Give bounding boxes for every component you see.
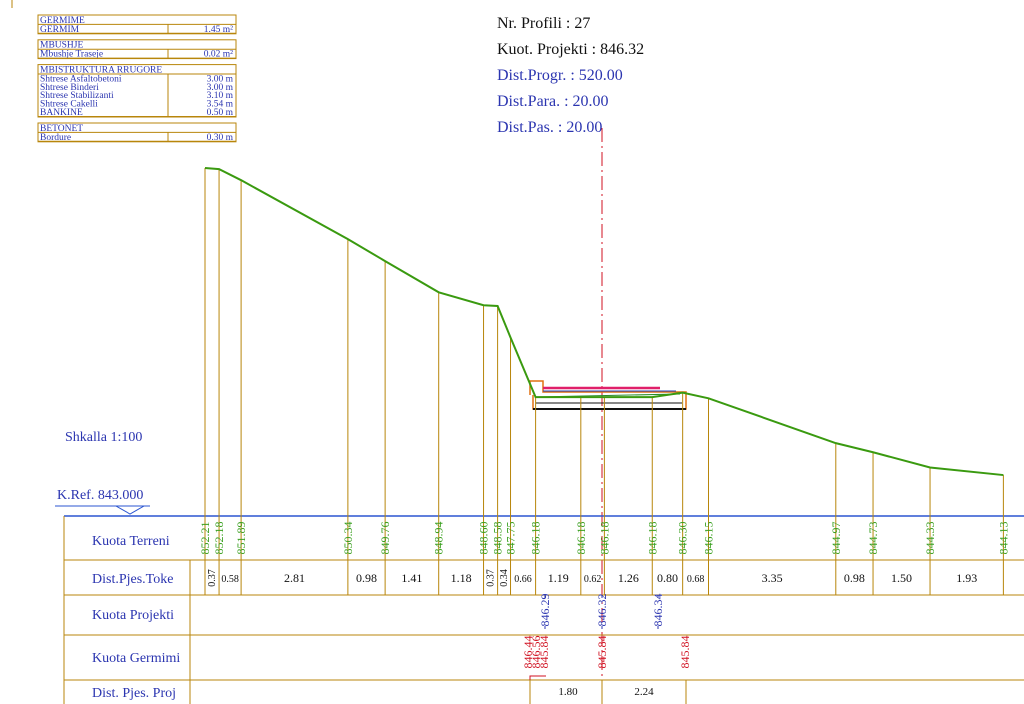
terrain-elevation: 850.34 [341,522,355,555]
terrain-distance: 1.26 [618,571,639,585]
table-row-value: 1.45 m² [204,25,233,35]
project-distance: 2.24 [634,686,654,698]
terrain-elevation: 844.73 [866,522,880,555]
terrain-line [204,167,1004,477]
project-distance: 1.80 [558,686,578,698]
table-row-label: Mbushje Traseje [40,50,103,60]
band-table [63,515,1024,704]
project-elevation: 846.29 [538,594,552,627]
profile-info: Dist.Progr. : 520.00 [497,67,623,84]
excavation-elevation: 845.84 [678,636,692,669]
table-row-label: Bordure [40,133,71,143]
terrain-distance: 0.66 [514,574,532,585]
terrain-elevation: 844.13 [996,522,1010,555]
road-structure [529,380,687,410]
row-label: Kuota Projekti [92,608,174,623]
table-row-value: 3.10 m [207,91,234,101]
terrain-distance: 1.50 [891,571,912,585]
excavation-elevation: 846.44 [521,636,535,669]
terrain-elevation: 846.18 [597,522,611,555]
table-header: MBISTRUKTURA RRUGORE [40,66,162,76]
table-header: GERMIME [40,16,85,26]
terrain-distance: 1.93 [956,571,977,585]
terrain-distance: 1.41 [401,571,422,585]
kref-value: 843.000 [98,488,144,503]
row-label: Dist.Pjes.Toke [92,572,173,587]
excavation-elevation: 846.56 [529,636,543,669]
scale-label: Shkalla 1:100 [65,430,142,445]
row-label: Kuota Terreni [92,534,170,549]
project-elevation: 846.34 [651,594,665,627]
table-row-label: Shtrese Asfaltobetoni [40,73,122,84]
terrain-elevation: 848.94 [432,522,446,555]
terrain-elevation: 846.30 [676,522,690,555]
table-row-label: GERMIM [40,25,80,35]
terrain-elevation: 844.97 [829,522,843,555]
terrain-elevation: 844.33 [923,522,937,555]
table-row-value: 3.00 m [207,74,234,84]
table-row-label: Shtrese Cakelli [40,100,98,110]
profile-info: Kuot. Projekti : 846.32 [497,41,644,58]
table-row-value: 3.54 m [207,100,234,110]
profile-info: Dist.Para. : 20.00 [497,93,609,110]
terrain-elevation: 846.15 [702,522,716,555]
profile-info: Dist.Pas. : 20.00 [497,119,602,136]
terrain-distance: 0.62 [584,574,602,585]
kref-title: K.Ref. [57,488,94,503]
project-elevation: 846.32 [595,594,609,627]
kref-marker [114,505,146,515]
terrain-elevation: 851.89 [234,522,248,555]
terrain-elevation: 846.18 [574,522,588,555]
terrain-distance: 0.37 [486,569,497,587]
row-label: Kuota Germimi [92,651,180,666]
terrain-distance: 0.58 [221,574,239,585]
table-row-label: Shtrese Binderi [40,83,99,93]
terrain-distance: 1.19 [548,571,569,585]
excavation-tick [529,675,546,680]
terrain-elevation: 846.18 [645,522,659,555]
table-header: MBUSHJE [40,41,83,51]
excavation-elevation: 845.84 [595,636,609,669]
terrain-elevation: 848.60 [477,522,491,555]
terrain-elevation: 847.75 [504,522,518,555]
table-row-label: Shtrese Stabilizanti [40,91,114,101]
kref-label: K.Ref. 843.000 [57,488,143,503]
terrain-elevation: 852.18 [212,522,226,555]
terrain-distance: 3.35 [762,571,783,585]
table-row-value: 3.00 m [207,83,234,93]
terrain-distance: 1.18 [451,571,472,585]
profile-info: Nr. Profili : 27 [497,15,590,32]
terrain-distance: 0.34 [499,569,510,587]
terrain-elevation: 852.21 [198,522,212,555]
terrain-distance: 0.68 [687,574,705,585]
terrain-distance: 0.98 [844,571,865,585]
table-row-value: 0.02 m² [204,50,233,60]
terrain-elevation: 849.76 [378,522,392,555]
excavation-elevation: 845.84 [537,636,551,669]
row-label: Dist. Pjes. Proj [92,686,176,701]
terrain-elevation: 848.58 [491,522,505,555]
terrain-distance: 0.37 [207,569,218,587]
table-row-value: 0.30 m [207,133,234,143]
table-header: BETONET [40,124,83,134]
table-row-label: BANKINE [40,108,83,118]
terrain-elevation: 846.18 [529,522,543,555]
table-row-value: 0.50 m [207,108,234,118]
terrain-distance: 0.98 [356,571,377,585]
terrain-distance: 0.80 [657,571,678,585]
terrain-distance: 2.81 [284,571,305,585]
